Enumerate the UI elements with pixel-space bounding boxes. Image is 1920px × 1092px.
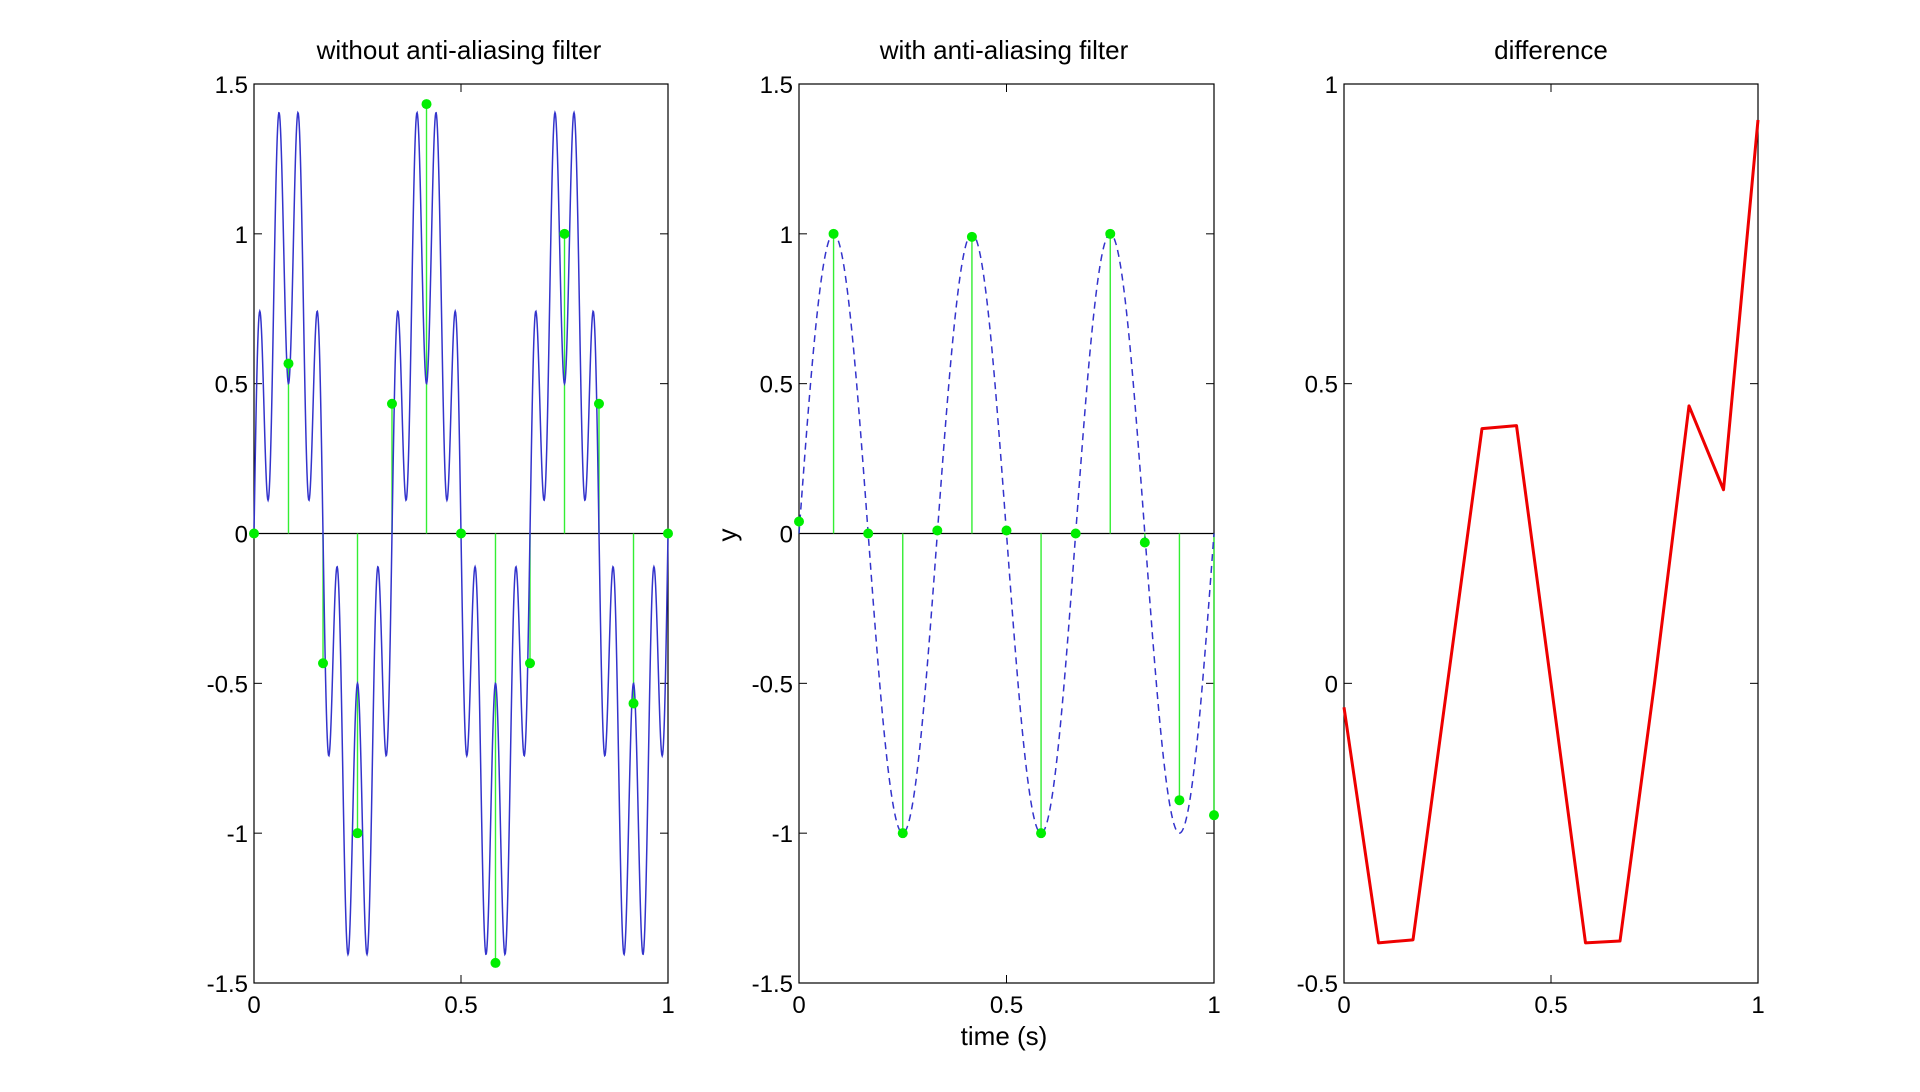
y-tick-label: -1 <box>772 821 793 848</box>
sample-point <box>828 228 839 239</box>
subplot-title: difference <box>1494 35 1608 65</box>
y-tick-label: 0.5 <box>215 372 248 399</box>
y-tick-label: -1.5 <box>207 971 248 998</box>
x-tick-label: 0 <box>792 992 805 1019</box>
x-tick-label: 1 <box>661 992 674 1019</box>
sample-point <box>593 398 604 409</box>
sample-point <box>932 525 943 536</box>
sample-point <box>249 528 259 539</box>
sample-point <box>1070 528 1081 539</box>
sample-point <box>421 99 432 110</box>
x-tick-label: 0 <box>247 992 260 1019</box>
y-tick-label: 1 <box>235 222 248 249</box>
sample-point <box>863 528 874 539</box>
y-axis-label: y <box>712 529 742 542</box>
sample-point <box>1174 795 1185 806</box>
subplot-title: without anti-aliasing filter <box>316 35 602 65</box>
sample-point <box>352 828 363 839</box>
sample-point <box>456 528 466 539</box>
y-tick-label: -1 <box>227 821 248 848</box>
plot-area: 0 0.5 1-0.500.51 <box>1297 72 1765 1019</box>
difference-line <box>1342 119 1760 945</box>
sample-point <box>966 231 977 242</box>
x-tick-label: 0.5 <box>1534 992 1567 1019</box>
y-tick-label: 0.5 <box>760 372 793 399</box>
sample-point <box>490 957 501 968</box>
x-axis-label: time (s) <box>961 1021 1048 1051</box>
plot-area: 0 0.5 1 -1.5 -1 -0.5 0 0.5 1 1.5 <box>752 72 1221 1019</box>
sample-point <box>1209 810 1219 821</box>
y-tick-label: -0.5 <box>1297 971 1338 998</box>
sample-point <box>628 698 639 709</box>
sample-point <box>283 358 294 369</box>
sample-point <box>663 528 673 539</box>
subplot-title: with anti-aliasing filter <box>879 35 1129 65</box>
sample-point <box>1139 537 1150 548</box>
sample-point <box>794 516 804 527</box>
x-tick-label: 1 <box>1207 992 1220 1019</box>
y-tick-label: 0 <box>235 522 248 549</box>
subplot-without-filter: without anti-aliasing filter 0 0.5 1 -1.5 -1… <box>207 35 675 1019</box>
x-tick-label: 0.5 <box>990 992 1023 1019</box>
y-tick-label: -1.5 <box>752 971 793 998</box>
sample-point <box>1036 828 1047 839</box>
sample-point <box>1001 525 1012 536</box>
subplot-with-filter: with anti-aliasing filter time (s) y 0 0.… <box>712 35 1221 1051</box>
y-tick-label: 0 <box>1325 671 1338 698</box>
y-tick-label: -0.5 <box>752 671 793 698</box>
y-tick-label: 0 <box>780 522 793 549</box>
sample-point <box>318 658 329 669</box>
y-tick-label: 1.5 <box>760 72 793 99</box>
y-tick-label: 1 <box>780 222 793 249</box>
sample-point <box>559 228 570 239</box>
plot-area: 0 0.5 1 -1.5 -1 -0.5 0 0.5 1 1.5 <box>207 72 675 1019</box>
x-tick-label: 0.5 <box>444 992 477 1019</box>
sample-point <box>525 658 536 669</box>
subplot-difference: difference 0 0.5 1-0.500.51 <box>1297 35 1765 1019</box>
sample-point <box>1105 228 1116 239</box>
y-tick-label: 1 <box>1325 72 1338 99</box>
sample-point <box>386 398 397 409</box>
x-tick-label: 0 <box>1337 992 1350 1019</box>
x-tick-label: 1 <box>1751 992 1764 1019</box>
y-tick-label: 0.5 <box>1305 372 1338 399</box>
y-tick-label: 1.5 <box>215 72 248 99</box>
y-tick-label: -0.5 <box>207 671 248 698</box>
sample-point <box>897 828 908 839</box>
